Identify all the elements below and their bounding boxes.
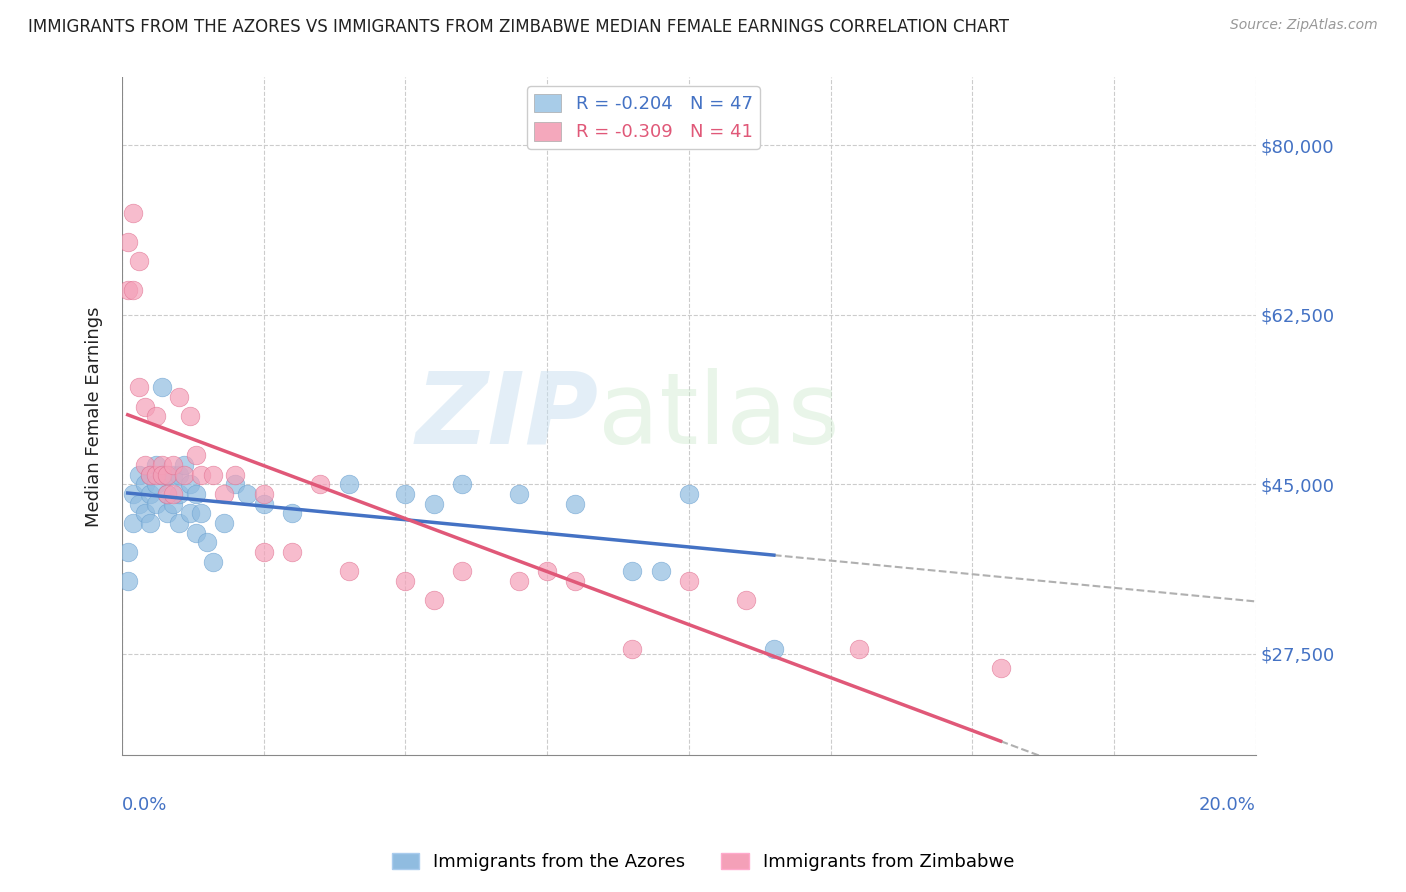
Point bbox=[122, 516, 145, 530]
Text: 20.0%: 20.0% bbox=[1199, 796, 1256, 814]
Point bbox=[139, 487, 162, 501]
Point bbox=[990, 661, 1012, 675]
Point bbox=[150, 458, 173, 472]
Point bbox=[201, 555, 224, 569]
Point bbox=[621, 641, 644, 656]
Point bbox=[117, 284, 139, 298]
Point bbox=[179, 477, 201, 491]
Point bbox=[145, 497, 167, 511]
Point bbox=[167, 467, 190, 482]
Point bbox=[156, 467, 179, 482]
Y-axis label: Median Female Earnings: Median Female Earnings bbox=[86, 306, 103, 526]
Point bbox=[423, 593, 446, 607]
Point bbox=[451, 565, 474, 579]
Legend: R = -0.204   N = 47, R = -0.309   N = 41: R = -0.204 N = 47, R = -0.309 N = 41 bbox=[527, 87, 761, 149]
Point bbox=[150, 467, 173, 482]
Point bbox=[253, 487, 276, 501]
Point bbox=[145, 477, 167, 491]
Point bbox=[337, 477, 360, 491]
Point bbox=[848, 641, 870, 656]
Point bbox=[134, 458, 156, 472]
Point bbox=[134, 400, 156, 414]
Point bbox=[650, 565, 672, 579]
Point bbox=[150, 380, 173, 394]
Point bbox=[156, 487, 179, 501]
Point bbox=[224, 467, 246, 482]
Point bbox=[122, 284, 145, 298]
Point bbox=[212, 487, 235, 501]
Point bbox=[184, 525, 207, 540]
Point bbox=[128, 254, 150, 268]
Point bbox=[734, 593, 756, 607]
Point bbox=[190, 467, 212, 482]
Point bbox=[184, 487, 207, 501]
Point bbox=[508, 487, 530, 501]
Point bbox=[139, 467, 162, 482]
Point bbox=[179, 409, 201, 424]
Point bbox=[621, 565, 644, 579]
Point bbox=[394, 574, 416, 588]
Point bbox=[281, 506, 304, 520]
Point bbox=[117, 235, 139, 249]
Point bbox=[150, 467, 173, 482]
Point bbox=[179, 506, 201, 520]
Point bbox=[173, 467, 195, 482]
Point bbox=[564, 497, 586, 511]
Point bbox=[134, 477, 156, 491]
Point bbox=[145, 458, 167, 472]
Point bbox=[134, 506, 156, 520]
Point bbox=[253, 545, 276, 559]
Point bbox=[423, 497, 446, 511]
Point bbox=[162, 487, 184, 501]
Point bbox=[253, 497, 276, 511]
Point bbox=[145, 409, 167, 424]
Point bbox=[451, 477, 474, 491]
Point bbox=[212, 516, 235, 530]
Point bbox=[564, 574, 586, 588]
Point bbox=[678, 574, 700, 588]
Point bbox=[162, 467, 184, 482]
Point bbox=[508, 574, 530, 588]
Point bbox=[235, 487, 257, 501]
Point bbox=[167, 487, 190, 501]
Point bbox=[128, 467, 150, 482]
Text: 0.0%: 0.0% bbox=[122, 796, 167, 814]
Point bbox=[173, 458, 195, 472]
Point bbox=[139, 467, 162, 482]
Point bbox=[117, 545, 139, 559]
Point bbox=[122, 487, 145, 501]
Point bbox=[309, 477, 332, 491]
Point bbox=[195, 535, 218, 549]
Point bbox=[122, 206, 145, 220]
Text: Source: ZipAtlas.com: Source: ZipAtlas.com bbox=[1230, 18, 1378, 32]
Point bbox=[201, 467, 224, 482]
Point bbox=[224, 477, 246, 491]
Point bbox=[678, 487, 700, 501]
Point bbox=[162, 458, 184, 472]
Point bbox=[117, 574, 139, 588]
Point bbox=[156, 487, 179, 501]
Text: IMMIGRANTS FROM THE AZORES VS IMMIGRANTS FROM ZIMBABWE MEDIAN FEMALE EARNINGS CO: IMMIGRANTS FROM THE AZORES VS IMMIGRANTS… bbox=[28, 18, 1010, 36]
Point bbox=[128, 497, 150, 511]
Point bbox=[156, 506, 179, 520]
Point bbox=[281, 545, 304, 559]
Point bbox=[162, 497, 184, 511]
Point bbox=[536, 565, 558, 579]
Point bbox=[337, 565, 360, 579]
Point bbox=[190, 506, 212, 520]
Point bbox=[184, 448, 207, 462]
Point bbox=[156, 467, 179, 482]
Point bbox=[394, 487, 416, 501]
Legend: Immigrants from the Azores, Immigrants from Zimbabwe: Immigrants from the Azores, Immigrants f… bbox=[384, 846, 1022, 879]
Point bbox=[145, 467, 167, 482]
Text: ZIP: ZIP bbox=[415, 368, 598, 465]
Point bbox=[139, 516, 162, 530]
Point bbox=[128, 380, 150, 394]
Text: atlas: atlas bbox=[598, 368, 839, 465]
Point bbox=[762, 641, 785, 656]
Point bbox=[167, 516, 190, 530]
Point bbox=[167, 390, 190, 404]
